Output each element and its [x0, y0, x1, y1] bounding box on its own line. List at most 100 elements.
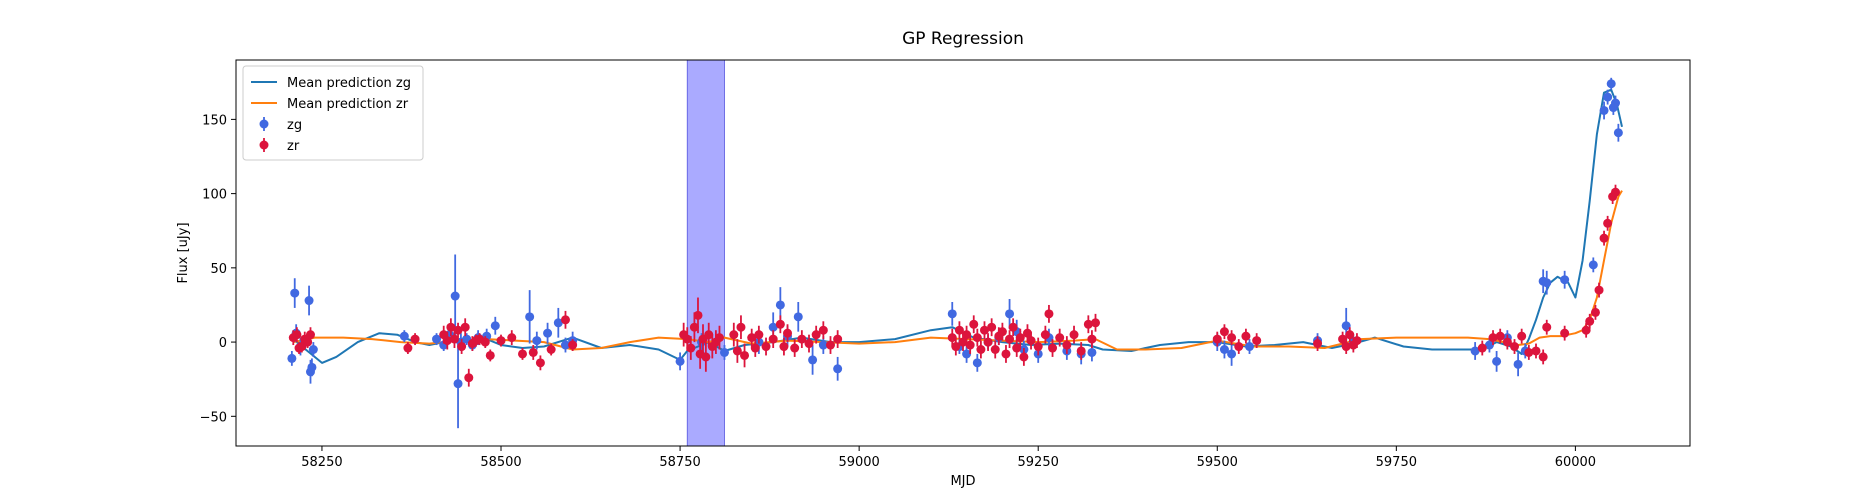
data-point: [833, 364, 843, 374]
data-point: [1219, 327, 1229, 337]
data-point: [453, 325, 463, 335]
data-point: [1510, 342, 1520, 352]
data-point: [951, 342, 961, 352]
data-point: [464, 373, 474, 383]
data-point: [1087, 334, 1097, 344]
data-point: [1341, 342, 1351, 352]
data-point: [1076, 346, 1086, 356]
legend-box: [242, 65, 424, 161]
data-point: [962, 330, 972, 340]
data-point: [449, 334, 459, 344]
x-tick-label: 58250: [301, 455, 342, 470]
data-point: [1338, 334, 1348, 344]
data-point: [1606, 79, 1616, 89]
data-point: [987, 322, 997, 332]
data-point: [1040, 330, 1050, 340]
y-tick-label: 100: [202, 188, 227, 203]
data-point: [947, 333, 957, 343]
data-point: [1502, 337, 1512, 347]
data-point: [453, 379, 463, 389]
data-point: [818, 340, 828, 350]
data-point: [761, 342, 771, 352]
data-point: [442, 336, 452, 346]
data-point: [432, 334, 442, 344]
data-point: [1594, 285, 1604, 295]
data-point: [811, 330, 821, 340]
data-point: [525, 312, 535, 322]
data-point: [1227, 333, 1237, 343]
data-point: [997, 327, 1007, 337]
data-point: [496, 336, 506, 346]
data-point: [790, 343, 800, 353]
data-point: [1033, 342, 1043, 352]
data-point: [719, 347, 729, 357]
data-point: [507, 333, 517, 343]
data-point: [450, 291, 460, 301]
data-point: [528, 347, 538, 357]
data-point: [1044, 309, 1054, 319]
data-point: [740, 350, 750, 360]
data-point: [403, 343, 413, 353]
data-point: [990, 345, 1000, 354]
data-point: [732, 346, 742, 356]
data-point: [1477, 343, 1487, 353]
data-point: [1241, 331, 1251, 341]
x-tick-label: 59500: [1197, 455, 1238, 470]
data-point: [1599, 105, 1609, 115]
data-point: [808, 355, 818, 365]
data-point: [1517, 331, 1527, 341]
x-tick-label: 59250: [1018, 455, 1059, 470]
data-point: [446, 322, 456, 332]
data-point: [1560, 328, 1570, 338]
gp-mean-lines: [292, 88, 1623, 364]
data-point: [480, 337, 490, 347]
data-point: [704, 330, 714, 340]
data-point: [1542, 278, 1552, 288]
data-point: [693, 310, 703, 320]
data-point: [518, 349, 528, 359]
data-point: [962, 349, 972, 359]
data-point: [779, 342, 789, 352]
data-point: [714, 333, 724, 343]
data-point: [1083, 319, 1093, 329]
highlight-band: [686, 59, 725, 447]
x-tick-label: 60000: [1555, 455, 1596, 470]
data-point: [1212, 334, 1222, 344]
data-point: [1022, 328, 1032, 338]
data-point: [1091, 318, 1101, 328]
data-point: [1603, 218, 1613, 228]
observations-layer: [287, 77, 1623, 429]
data-point: [1588, 260, 1598, 270]
legend: Mean prediction zg Mean prediction zr zg zr: [242, 65, 424, 161]
legend-label: zr: [287, 139, 300, 154]
data-point: [701, 352, 711, 362]
data-point: [1603, 92, 1613, 102]
plot-frame: [235, 59, 1691, 447]
data-point: [729, 330, 739, 340]
data-point: [1542, 322, 1552, 332]
legend-item-zg: zg: [259, 117, 302, 133]
legend-label: zg: [287, 118, 302, 133]
data-point: [543, 328, 553, 338]
data-point: [307, 362, 317, 372]
data-point: [976, 345, 986, 354]
data-point: [682, 334, 692, 344]
data-point: [969, 319, 979, 329]
legend-label: Mean prediction zr: [287, 97, 409, 112]
data-point: [1069, 330, 1079, 340]
data-point: [818, 325, 828, 335]
data-point: [972, 333, 982, 343]
data-point: [546, 345, 556, 354]
legend-item-mean-prediction-zr: Mean prediction zr: [251, 97, 409, 112]
data-point: [958, 337, 968, 347]
data-point: [1341, 321, 1351, 331]
data-point: [399, 331, 409, 341]
data-point: [1352, 336, 1362, 346]
highlight-band-layer: [686, 59, 725, 447]
data-point: [804, 339, 814, 349]
data-point: [1524, 347, 1534, 357]
data-point: [560, 315, 570, 325]
data-point: [457, 342, 467, 352]
data-point: [1611, 187, 1621, 197]
